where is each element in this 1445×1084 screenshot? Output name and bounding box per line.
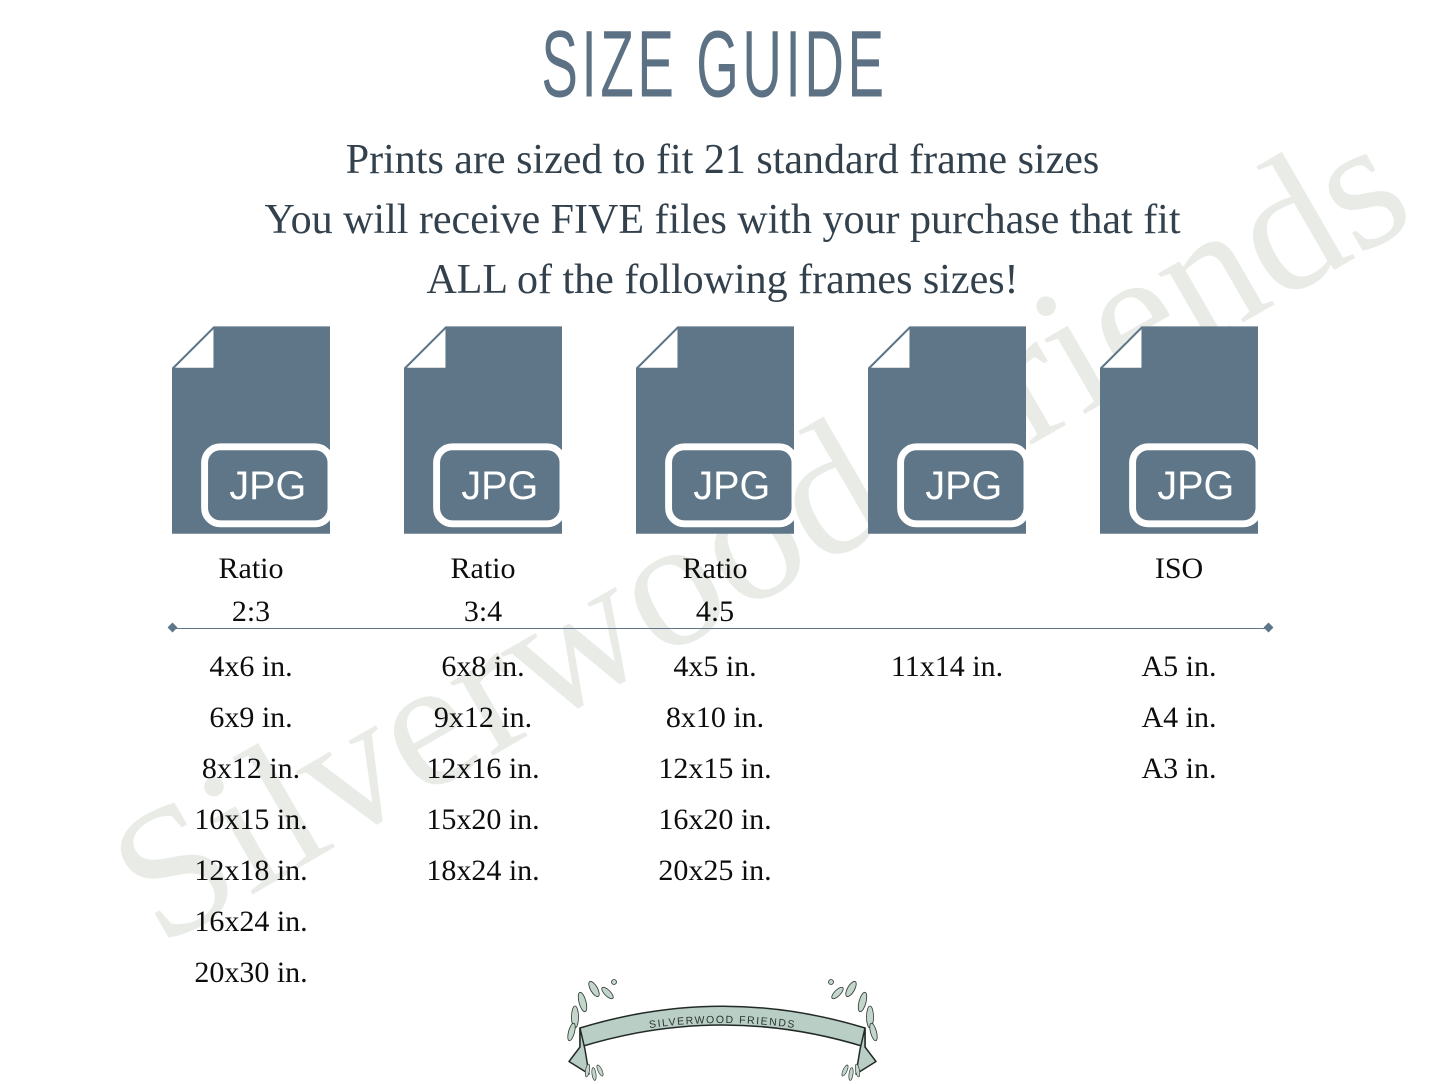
svg-text:JPG: JPG bbox=[461, 464, 538, 508]
svg-text:SILVERWOOD FRIENDS: SILVERWOOD FRIENDS bbox=[648, 1014, 796, 1031]
svg-text:JPG: JPG bbox=[693, 464, 770, 508]
svg-text:JPG: JPG bbox=[229, 464, 306, 508]
svg-text:JPG: JPG bbox=[1157, 464, 1234, 508]
svg-text:JPG: JPG bbox=[925, 464, 1002, 508]
